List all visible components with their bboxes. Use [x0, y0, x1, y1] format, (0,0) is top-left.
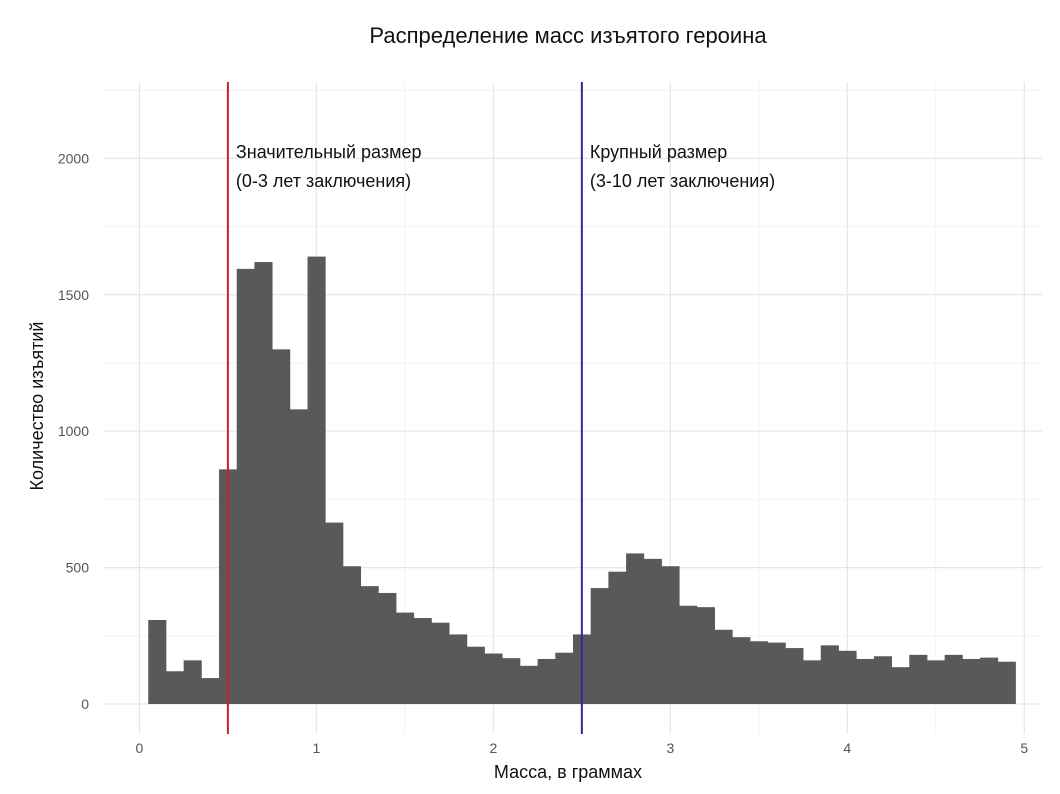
histogram-bar: [342, 566, 362, 704]
threshold-label-line1: Крупный размер: [590, 142, 727, 162]
y-axis-ticks: 0 500 1000 1500 2000: [58, 150, 89, 712]
histogram-bar: [519, 665, 539, 704]
histogram-bar: [537, 658, 556, 704]
histogram-bar: [201, 678, 220, 704]
histogram-bar: [785, 648, 804, 704]
histogram-bar: [803, 660, 822, 704]
histogram-bar: [944, 654, 963, 704]
histogram-bar: [980, 657, 999, 704]
histogram-bar: [661, 566, 680, 704]
y-tick-label: 2000: [58, 150, 89, 166]
y-axis-title: Количество изъятий: [27, 322, 47, 491]
x-tick-label: 3: [666, 740, 674, 756]
x-axis-title: Масса, в граммах: [494, 762, 642, 782]
histogram-bar: [767, 642, 786, 704]
histogram-bar: [696, 607, 715, 704]
histogram-bar: [360, 586, 379, 704]
threshold-label-line2: (0-3 лет заключения): [236, 171, 411, 191]
histogram-bar: [272, 349, 291, 704]
histogram-bar: [254, 262, 273, 704]
histogram-bar: [413, 618, 432, 704]
y-tick-label: 500: [66, 560, 90, 576]
x-tick-label: 4: [843, 740, 851, 756]
x-tick-label: 2: [489, 740, 497, 756]
histogram-bar: [378, 592, 397, 704]
x-tick-label: 1: [312, 740, 320, 756]
y-tick-label: 0: [81, 696, 89, 712]
histogram-bar: [236, 268, 255, 704]
histogram-bar: [856, 658, 875, 704]
threshold-label-line1: Значительный размер: [236, 142, 422, 162]
histogram-bar: [148, 619, 167, 704]
histogram-bar: [484, 653, 503, 704]
histogram-bar: [502, 658, 521, 704]
histogram-bar: [891, 667, 910, 704]
histogram-bar: [466, 646, 485, 704]
histogram-bars: [148, 256, 1016, 704]
histogram-bar: [431, 622, 450, 704]
histogram-bar: [325, 522, 344, 704]
histogram-bar: [838, 650, 857, 704]
histogram-bar: [820, 645, 839, 704]
histogram-bar: [183, 660, 202, 704]
histogram-bar: [396, 612, 415, 704]
histogram-bar: [626, 553, 645, 704]
histogram-bar: [962, 658, 981, 704]
histogram-bar: [307, 256, 326, 704]
histogram-bar: [679, 605, 698, 704]
x-tick-label: 5: [1020, 740, 1028, 756]
histogram-bar: [608, 571, 627, 704]
y-tick-label: 1000: [58, 423, 89, 439]
histogram-bar: [449, 634, 468, 704]
histogram-bar: [873, 656, 892, 704]
histogram-bar: [289, 409, 308, 704]
histogram-bar: [643, 558, 662, 704]
histogram-bar: [165, 671, 185, 704]
histogram-bar: [732, 637, 751, 704]
threshold-label-line2: (3-10 лет заключения): [590, 171, 775, 191]
x-axis-ticks: 0 1 2 3 4 5: [135, 740, 1028, 756]
y-tick-label: 1500: [58, 287, 89, 303]
histogram-bar: [555, 652, 574, 704]
x-tick-label: 0: [135, 740, 143, 756]
histogram-bar: [590, 588, 609, 704]
histogram-bar: [909, 654, 928, 704]
histogram-bar: [926, 660, 946, 704]
threshold-lines: Значительный размер (0-3 лет заключения) К…: [226, 82, 775, 734]
histogram-bar: [714, 629, 733, 704]
chart-title: Распределение масс изъятого героина: [369, 23, 767, 48]
histogram-bar: [749, 641, 769, 704]
histogram-bar: [997, 661, 1016, 704]
